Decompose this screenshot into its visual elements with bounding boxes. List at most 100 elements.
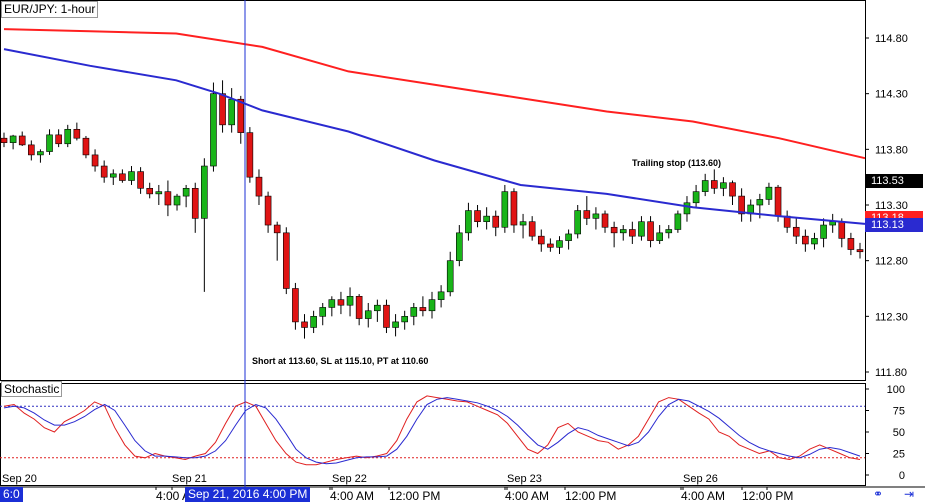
- candle: [547, 243, 554, 248]
- candle: [647, 221, 654, 241]
- candle: [310, 316, 317, 328]
- date-label: Sep 26: [683, 473, 718, 485]
- date-label: Sep 23: [507, 473, 542, 485]
- candle: [282, 232, 290, 289]
- stoch-tick-label: 50: [893, 427, 905, 439]
- candle: [592, 213, 600, 219]
- link-icon[interactable]: ⚭: [873, 487, 884, 501]
- stoch-d-line: [3, 397, 861, 465]
- candle: [146, 188, 154, 195]
- candle: [383, 304, 390, 328]
- price-tick-label: 113.80: [875, 144, 908, 156]
- candle: [437, 291, 445, 300]
- candle: [100, 165, 108, 178]
- candle: [91, 154, 99, 167]
- stochastic-pane: [0, 383, 866, 486]
- candle: [820, 224, 827, 239]
- crosshair-time-label: Sep 21, 2016 4:00 PM: [185, 487, 311, 502]
- candle: [811, 238, 818, 245]
- candle: [255, 176, 263, 197]
- candle: [64, 128, 72, 145]
- current-price-label: 113.53: [865, 174, 923, 188]
- candle: [692, 191, 700, 204]
- price-tick-label: 113.30: [875, 200, 908, 212]
- candle: [674, 213, 682, 230]
- candle: [264, 195, 272, 226]
- candle: [18, 135, 26, 146]
- candle: [738, 195, 745, 215]
- candle: [683, 202, 691, 215]
- candle: [346, 295, 354, 306]
- candle: [492, 215, 500, 228]
- candle: [465, 210, 472, 234]
- candle: [37, 151, 44, 156]
- candle: [46, 134, 53, 152]
- candle: [474, 210, 481, 222]
- candle: [574, 210, 582, 235]
- date-label: Sep 20: [2, 473, 37, 485]
- candle: [710, 180, 718, 189]
- time-label: 4:00 AM: [330, 489, 374, 503]
- candle: [619, 229, 627, 234]
- candle: [237, 98, 245, 133]
- time-label: 4:00 AM: [681, 489, 725, 503]
- candle: [802, 235, 809, 245]
- candle: [583, 210, 591, 219]
- candle: [556, 240, 563, 248]
- candle: [9, 135, 17, 143]
- candle: [792, 226, 800, 237]
- candle: [419, 307, 427, 312]
- candle: [838, 221, 846, 239]
- candle: [191, 188, 199, 219]
- ma-slow-line: [3, 28, 866, 160]
- candle: [565, 233, 572, 241]
- candle: [73, 128, 81, 139]
- date-label: Sep 21: [172, 473, 207, 485]
- candle: [0, 137, 8, 143]
- candle: [392, 321, 399, 328]
- candle: [319, 307, 327, 317]
- candle: [355, 295, 363, 319]
- candle: [501, 191, 509, 228]
- candle: [155, 191, 163, 195]
- price-tick-label: 112.80: [875, 256, 908, 268]
- price-tick-label: 111.80: [875, 367, 907, 379]
- stoch-tick-label: 0: [899, 470, 905, 482]
- stoch-k-line: [3, 395, 861, 466]
- candle: [519, 221, 527, 226]
- candle: [128, 171, 135, 181]
- date-label: Sep 22: [332, 473, 367, 485]
- candle: [601, 213, 609, 228]
- candle: [774, 186, 782, 217]
- candle: [246, 132, 254, 178]
- candle: [374, 304, 381, 312]
- candle: [137, 171, 144, 189]
- stoch-tick-label: 25: [893, 449, 905, 461]
- candle: [829, 221, 836, 226]
- time-label: 4:00 AM: [505, 489, 549, 503]
- stoch-tick-label: 75: [893, 406, 905, 418]
- candle: [173, 195, 181, 206]
- crosshair-left-time: 6:0: [0, 487, 23, 502]
- candle: [756, 199, 764, 206]
- candle: [483, 215, 490, 222]
- price-tick-label: 112.30: [875, 311, 908, 323]
- candle: [337, 299, 345, 306]
- candle: [301, 321, 308, 328]
- scroll-to-end-icon[interactable]: ⇥: [904, 487, 915, 501]
- candle: [856, 249, 864, 253]
- candle: [629, 229, 636, 237]
- time-label: 12:00 PM: [565, 489, 616, 503]
- candle: [328, 299, 336, 308]
- price-tick-label: 114.30: [875, 89, 908, 101]
- candle: [537, 235, 545, 245]
- chart-title: EUR/JPY: 1-hour: [1, 1, 99, 18]
- candle: [610, 226, 618, 234]
- ma-fast-price-label: 113.13: [865, 218, 923, 232]
- price-tick-label: 114.80: [875, 33, 908, 45]
- candle: [82, 137, 90, 156]
- candle: [210, 93, 217, 167]
- candle: [28, 144, 35, 156]
- price-pane: [0, 0, 866, 381]
